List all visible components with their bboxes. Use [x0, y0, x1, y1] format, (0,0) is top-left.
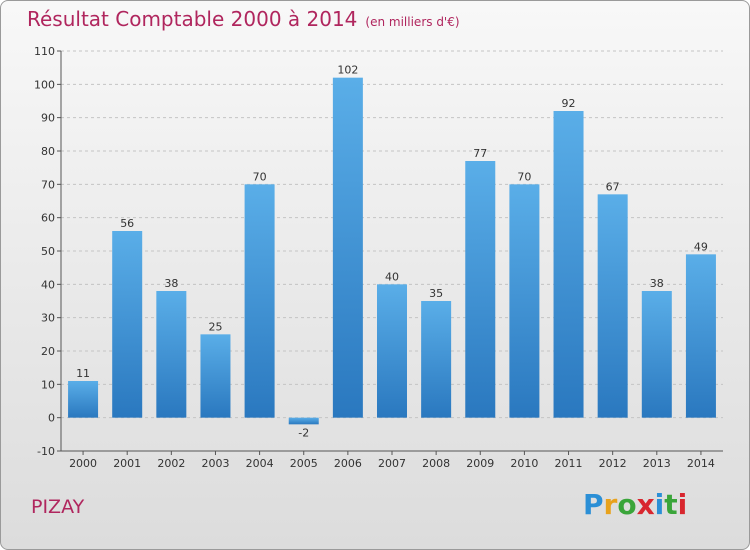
bar [288, 417, 319, 425]
value-label: 102 [337, 64, 358, 77]
logo-letter: P [583, 488, 604, 521]
commune-name: PIZAY [31, 496, 85, 518]
value-label: 11 [76, 367, 90, 380]
logo-letter: x [636, 488, 655, 521]
bar [641, 291, 672, 418]
y-tick-label: 80 [41, 145, 55, 158]
logo-letter: i [654, 488, 665, 521]
axis-layer: -10 0 10 20 30 40 50 60 70 80 90 100 110 2000 2001 2002… [34, 45, 723, 470]
bar [509, 184, 540, 418]
bar [377, 284, 407, 418]
x-tick-label: 2005 [290, 457, 318, 470]
chart-title: Résultat Comptable 2000 à 2014 (en millie… [27, 7, 460, 31]
y-tick-label: 30 [41, 312, 55, 325]
bar [332, 77, 363, 418]
x-tick-label: 2012 [599, 457, 627, 470]
x-tick-label: 2004 [246, 457, 274, 470]
y-tick-label: 50 [41, 245, 55, 258]
y-tick-label: 20 [41, 345, 55, 358]
logo-letter: o [617, 488, 637, 521]
bar-layer: 11 56 38 25 70 -2 102 40 35 77 70 92 67 38 49 [68, 64, 716, 439]
y-tick-label: 60 [41, 212, 55, 225]
chart-subtitle: (en milliers d'€) [365, 15, 460, 29]
logo-letter: i [677, 488, 688, 521]
value-label: 67 [606, 180, 620, 193]
value-label: 92 [562, 97, 576, 110]
value-label: 70 [517, 170, 531, 183]
value-label: 35 [429, 287, 443, 300]
bar [685, 254, 716, 418]
value-label: 40 [385, 270, 399, 283]
bar [421, 301, 452, 418]
value-label: 49 [694, 240, 708, 253]
x-tick-label: 2006 [334, 457, 362, 470]
y-tick-label: -10 [37, 445, 55, 458]
bar [597, 194, 628, 418]
y-tick-label: 40 [41, 278, 55, 291]
proxiti-logo: Proxiti [583, 488, 687, 521]
value-label: 77 [473, 147, 487, 160]
bar [156, 291, 187, 418]
x-tick-label: 2009 [466, 457, 494, 470]
bar [68, 381, 99, 418]
bar [200, 334, 231, 418]
x-tick-label: 2001 [113, 457, 141, 470]
bar [553, 111, 584, 418]
y-tick-label: 70 [41, 178, 55, 191]
y-tick-label: 90 [41, 112, 55, 125]
x-tick-label: 2008 [422, 457, 450, 470]
y-tick-label: 110 [34, 45, 55, 58]
y-tick-label: 100 [34, 78, 55, 91]
x-tick-label: 2013 [643, 457, 671, 470]
x-tick-label: 2014 [687, 457, 715, 470]
bar [244, 184, 275, 418]
bar [112, 231, 143, 418]
value-label: 56 [120, 217, 134, 230]
x-tick-label: 2002 [157, 457, 185, 470]
x-tick-label: 2003 [201, 457, 229, 470]
bar [465, 161, 496, 418]
value-label: 70 [253, 170, 267, 183]
value-label: 25 [208, 320, 222, 333]
value-label: 38 [650, 277, 664, 290]
value-label: -2 [298, 426, 309, 439]
logo-letter: r [603, 488, 618, 521]
x-tick-label: 2011 [555, 457, 583, 470]
y-tick-label: 10 [41, 378, 55, 391]
value-label: 38 [164, 277, 178, 290]
logo-letter: t [664, 488, 678, 521]
x-tick-label: 2000 [69, 457, 97, 470]
y-tick-label: 0 [48, 412, 55, 425]
x-tick-label: 2010 [510, 457, 538, 470]
title-text: Résultat Comptable 2000 à 2014 [27, 7, 358, 31]
x-tick-label: 2007 [378, 457, 406, 470]
